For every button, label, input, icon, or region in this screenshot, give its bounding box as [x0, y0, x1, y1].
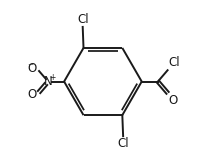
Text: O: O	[27, 88, 37, 101]
Text: Cl: Cl	[117, 137, 129, 150]
Text: Cl: Cl	[168, 56, 180, 69]
Text: N: N	[44, 75, 52, 88]
Text: O: O	[27, 62, 37, 75]
Text: ⁻: ⁻	[28, 62, 34, 75]
Text: +: +	[49, 73, 56, 82]
Text: O: O	[168, 94, 178, 107]
Text: Cl: Cl	[77, 13, 89, 26]
